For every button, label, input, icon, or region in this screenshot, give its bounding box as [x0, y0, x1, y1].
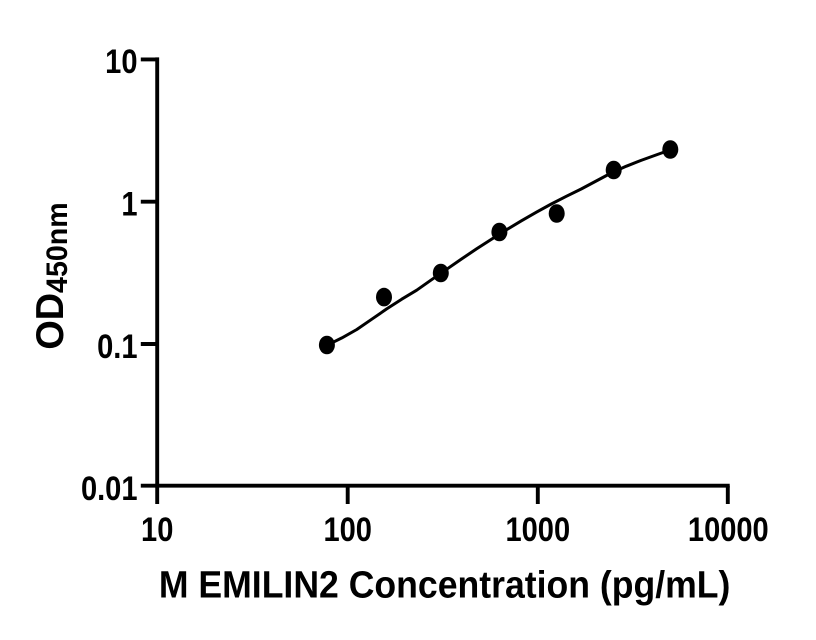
svg-text:1: 1 — [121, 184, 137, 223]
svg-text:0.1: 0.1 — [97, 326, 137, 365]
svg-text:M EMILIN2 Concentration (pg/mL: M EMILIN2 Concentration (pg/mL) — [159, 563, 730, 605]
svg-text:1000: 1000 — [505, 510, 570, 549]
svg-text:10000: 10000 — [688, 510, 769, 549]
svg-text:10: 10 — [105, 42, 137, 81]
svg-text:10: 10 — [141, 510, 173, 549]
svg-text:0.01: 0.01 — [81, 468, 138, 507]
svg-text:100: 100 — [323, 510, 371, 549]
